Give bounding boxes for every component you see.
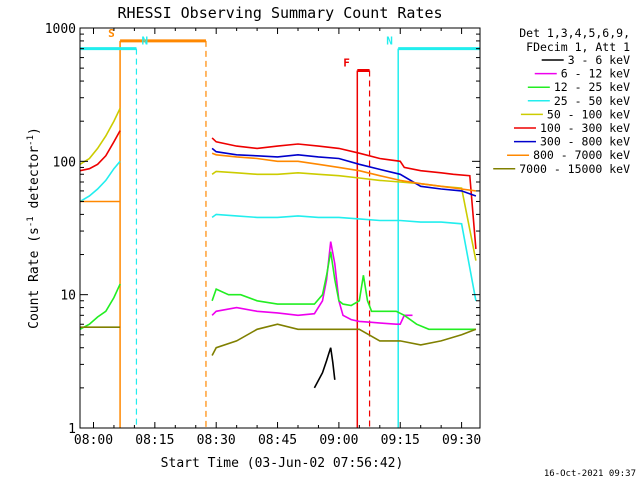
series-8 [80,323,477,356]
series-line [80,160,121,203]
flag-label: N [386,35,393,48]
legend-entry-0: 3 - 6 keV [568,53,630,67]
series-line [80,107,121,165]
series-line [211,137,477,250]
chart-title: RHESSI Observing Summary Count Rates [117,4,442,22]
series-line [313,347,336,389]
series-5 [80,130,477,250]
series-group [80,107,477,389]
series-7 [80,152,477,203]
plot-area: S N N F 08:00 08:15 08:30 08:45 09:00 09:15 09:30 1… [45,22,481,448]
x-tick-label: 08:30 [197,433,236,448]
legend-entry-7: 800 - 7000 keV [533,148,630,162]
flag-f-3: F [343,57,371,428]
y-tick-label: 1 [68,422,76,437]
generation-timestamp: 16-Oct-2021 09:37 [544,469,636,479]
series-line [211,241,413,326]
legend-header-decimation: FDecim 1, Att 1 [526,40,630,54]
series-line [80,130,121,172]
legend-entry-8: 7000 - 15000 keV [519,162,630,176]
x-tick-label: 09:30 [442,433,481,448]
x-tick-label: 09:15 [381,433,420,448]
flag-label: S [108,27,115,40]
y-tick-label: 1000 [45,22,76,37]
y-tick-label: 10 [60,289,76,304]
series-line [211,213,477,301]
series-line [211,251,476,331]
legend-entry-4: 50 - 100 keV [547,107,630,121]
series-line [211,147,477,197]
legend-entry-3: 25 - 50 keV [554,94,630,108]
legend-entry-1: 6 - 12 keV [561,67,630,81]
legend-entry-2: 12 - 25 keV [554,80,630,94]
flag-label: N [141,35,148,48]
x-tick-label: 09:00 [319,433,358,448]
y-axis-label: Count Rate (s-1 detector-1) [26,127,42,329]
plot-frame [79,27,481,429]
legend: Det 1,3,4,5,6,9, FDecim 1, Att 1 3 - 6 k… [493,26,630,176]
flag-n-1: N [80,35,148,428]
series-0 [313,347,336,389]
flag-s-0: S [108,27,207,428]
legend-header-detectors: Det 1,3,4,5,6,9, [519,26,630,40]
flag-label: F [343,57,350,70]
series-6 [211,147,477,197]
series-2 [80,251,476,331]
flag-n-2: N [386,35,480,428]
series-3 [80,160,477,301]
legend-entry-5: 100 - 300 keV [540,121,630,135]
x-tick-label: 08:15 [135,433,174,448]
x-axis-label: Start Time (03-Jun-02 07:56:42) [161,456,404,471]
x-tick-label: 08:45 [258,433,297,448]
series-line [80,283,121,331]
series-line [211,170,477,261]
series-line [211,323,477,356]
x-tick-label: 08:00 [74,433,113,448]
series-1 [211,241,413,326]
series-line [211,152,477,192]
y-tick-label: 100 [53,155,76,170]
legend-entry-6: 300 - 800 keV [540,135,630,149]
